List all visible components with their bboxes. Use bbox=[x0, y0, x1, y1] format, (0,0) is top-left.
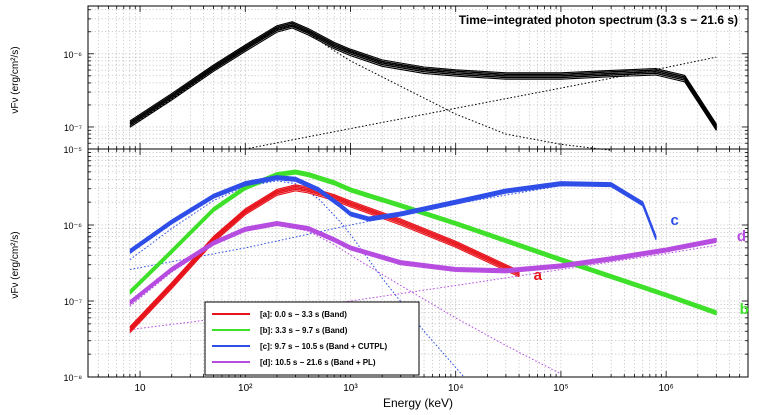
series-line bbox=[129, 176, 657, 252]
bottom-series bbox=[129, 169, 717, 378]
x-tick-label: 10⁵ bbox=[553, 383, 568, 394]
series-line bbox=[129, 22, 717, 126]
series-line bbox=[129, 177, 657, 253]
series-letter-labels: a b c d bbox=[534, 212, 749, 318]
series-line bbox=[129, 172, 717, 315]
legend-label-b: [b]: 3.3 s − 9.7 s (Band) bbox=[260, 326, 348, 335]
bottom-ticks: 10⁻⁸ 10⁻⁷ 10⁻⁶ 10⁻⁵ 10 10² 10³ 10⁴ 10⁵ 10⁶ bbox=[63, 145, 749, 394]
top-y-axis-label: νFν (erg/cm²/s) bbox=[10, 46, 21, 113]
series-line bbox=[245, 56, 717, 150]
top-series bbox=[129, 21, 717, 151]
x-tick-label: 10⁶ bbox=[659, 383, 674, 394]
x-tick-label: 10 bbox=[135, 383, 147, 394]
y-tick-label: 10⁻⁸ bbox=[63, 373, 82, 383]
y-tick-label: 10⁻⁶ bbox=[64, 50, 83, 60]
y-tick-label: 10⁻⁷ bbox=[64, 297, 82, 307]
legend-label-a: [a]: 0.0 s − 3.3 s (Band) bbox=[260, 310, 347, 319]
series-line bbox=[129, 23, 717, 128]
series-b bbox=[129, 169, 717, 316]
series-label-d: d bbox=[737, 228, 746, 245]
bottom-panel: 10⁻⁸ 10⁻⁷ 10⁻⁶ 10⁻⁵ 10 10² 10³ 10⁴ 10⁵ 10⁶ νFν (e… bbox=[10, 145, 749, 410]
series-total (Band + PL) bbox=[129, 21, 717, 131]
series-line bbox=[129, 173, 717, 316]
y-tick-label: 10⁻⁵ bbox=[64, 145, 83, 155]
series-line bbox=[129, 222, 717, 304]
series-PL component bbox=[245, 56, 717, 150]
legend-entry: [d]: 10.5 s − 21.6 s (Band + PL) bbox=[212, 358, 376, 367]
series-line bbox=[129, 169, 717, 312]
y-tick-label: 10⁻⁷ bbox=[64, 123, 82, 133]
series-line bbox=[129, 224, 717, 306]
legend-label-d: [d]: 10.5 s − 21.6 s (Band + PL) bbox=[260, 358, 376, 367]
series-label-c: c bbox=[670, 212, 678, 229]
y-tick-label: 10⁻⁶ bbox=[64, 221, 83, 231]
series-line bbox=[129, 21, 717, 125]
legend-label-c: [c]: 9.7 s − 10.5 s (Band + CUTPL) bbox=[260, 342, 387, 351]
series-line bbox=[129, 25, 717, 129]
series-d bbox=[129, 220, 717, 306]
series-line bbox=[129, 27, 717, 131]
series-line bbox=[129, 171, 717, 314]
series-label-a: a bbox=[534, 267, 543, 284]
series-c bbox=[129, 175, 657, 254]
legend-entry: [b]: 3.3 s − 9.7 s (Band) bbox=[212, 326, 348, 335]
x-tick-label: 10² bbox=[238, 383, 253, 394]
bottom-y-axis-label: νFν (erg/cm²/s) bbox=[10, 231, 21, 298]
legend: [a]: 0.0 s − 3.3 s (Band) [b]: 3.3 s − 9… bbox=[204, 301, 420, 376]
series-line bbox=[129, 221, 717, 303]
top-ticks: 10⁻⁷ 10⁻⁶ bbox=[64, 6, 749, 150]
x-tick-label: 10³ bbox=[343, 383, 358, 394]
series-line bbox=[129, 223, 717, 305]
bottom-plot-frame bbox=[87, 148, 749, 378]
series-line bbox=[129, 220, 717, 302]
x-tick-label: 10⁴ bbox=[448, 383, 463, 394]
legend-entry: [c]: 9.7 s − 10.5 s (Band + CUTPL) bbox=[212, 342, 387, 351]
top-chart-title: Time−integrated photon spectrum (3.3 s −… bbox=[459, 13, 738, 27]
legend-entry: [a]: 0.0 s − 3.3 s (Band) bbox=[212, 310, 347, 319]
series-line bbox=[129, 175, 657, 251]
series-line bbox=[129, 170, 717, 313]
x-axis-label: Energy (keV) bbox=[383, 396, 453, 410]
series-label-b: b bbox=[740, 301, 749, 318]
series-line bbox=[129, 184, 520, 328]
series-line bbox=[129, 179, 657, 254]
